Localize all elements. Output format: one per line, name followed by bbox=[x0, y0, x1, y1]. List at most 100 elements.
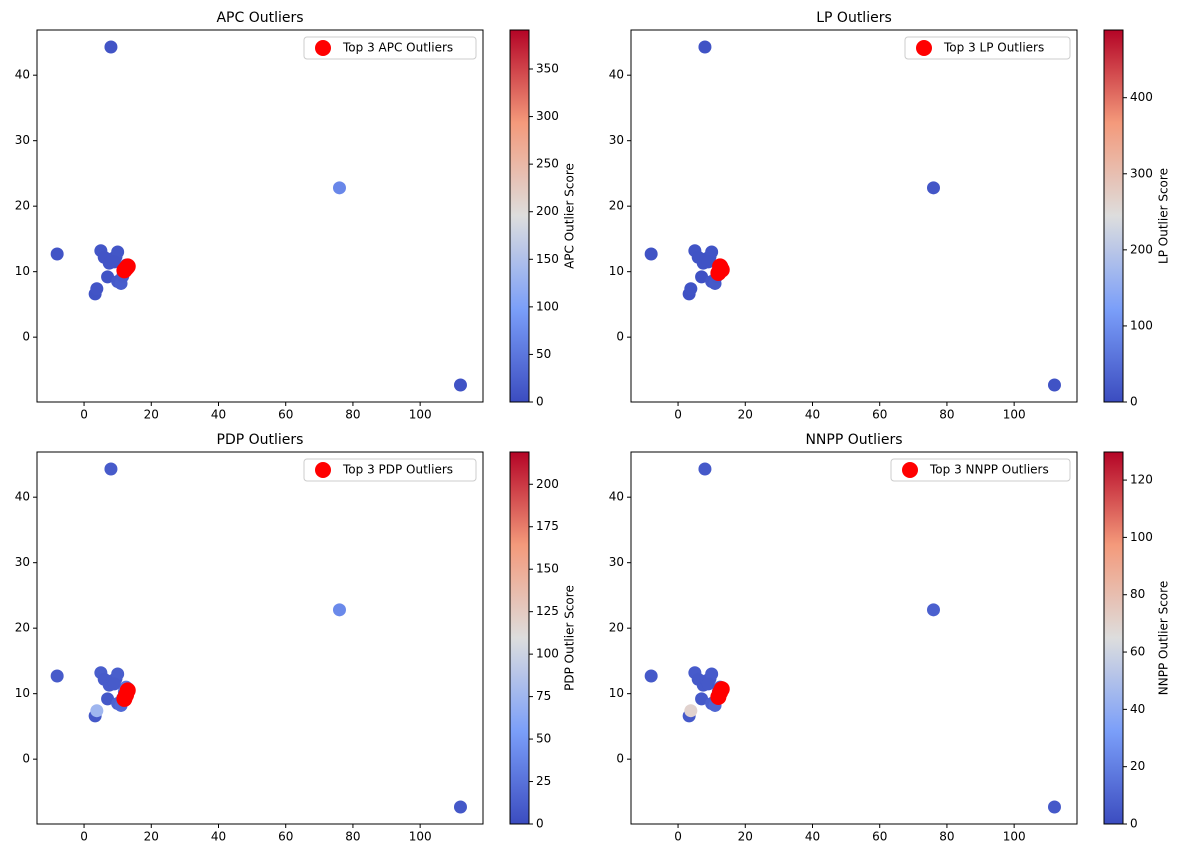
colorbar-tick-label: 100 bbox=[1130, 318, 1153, 332]
point bbox=[695, 692, 709, 706]
y-tick-label: 10 bbox=[609, 264, 624, 278]
legend-box bbox=[303, 36, 477, 60]
x-tick-label: 100 bbox=[409, 408, 432, 422]
y-tick-label: 40 bbox=[15, 68, 30, 82]
colorbar-tick-label: 0 bbox=[536, 817, 544, 831]
x-tick-label: 100 bbox=[1003, 830, 1026, 844]
colorbar-tick-label: 120 bbox=[1130, 473, 1153, 487]
x-tick-label: 40 bbox=[805, 830, 820, 844]
colorbar-tick-label: 150 bbox=[536, 252, 559, 266]
x-tick-label: 60 bbox=[872, 408, 887, 422]
point bbox=[926, 603, 940, 617]
point bbox=[701, 255, 715, 269]
x-tick-label: 60 bbox=[278, 408, 293, 422]
y-tick-label: 30 bbox=[609, 133, 624, 147]
point bbox=[111, 667, 125, 681]
point bbox=[1047, 800, 1061, 814]
colorbar-tick-label: 50 bbox=[536, 732, 551, 746]
outlier-point bbox=[712, 258, 729, 275]
point bbox=[684, 282, 698, 296]
legend-label: Top 3 NNPP Outliers bbox=[929, 463, 1049, 477]
x-tick-label: 60 bbox=[278, 830, 293, 844]
legend-marker bbox=[916, 40, 932, 56]
point bbox=[50, 247, 64, 261]
x-tick-label: 80 bbox=[939, 408, 954, 422]
colorbar bbox=[509, 29, 530, 403]
colorbar-tick-label: 200 bbox=[1130, 242, 1153, 256]
colorbar-tick-label: 0 bbox=[536, 395, 544, 409]
legend-label: Top 3 LP Outliers bbox=[943, 41, 1044, 55]
legend-marker bbox=[315, 462, 331, 478]
point bbox=[698, 40, 712, 54]
legend-label: Top 3 PDP Outliers bbox=[342, 463, 453, 477]
y-tick-label: 30 bbox=[15, 133, 30, 147]
outlier-point bbox=[712, 684, 729, 701]
point bbox=[332, 181, 346, 195]
x-tick-label: 20 bbox=[738, 830, 753, 844]
x-tick-label: 0 bbox=[80, 408, 88, 422]
point bbox=[453, 378, 467, 392]
x-tick-label: 0 bbox=[674, 830, 682, 844]
point bbox=[698, 462, 712, 476]
colorbar-tick-label: 0 bbox=[1130, 817, 1138, 831]
colorbar-tick-label: 60 bbox=[1130, 645, 1145, 659]
outlier-point bbox=[118, 686, 135, 703]
colorbar-tick-label: 20 bbox=[1130, 759, 1145, 773]
x-tick-label: 40 bbox=[211, 408, 226, 422]
x-tick-label: 20 bbox=[144, 408, 159, 422]
colorbar-label: LP Outlier Score bbox=[1157, 168, 1171, 264]
y-tick-label: 10 bbox=[609, 686, 624, 700]
legend-marker bbox=[315, 40, 331, 56]
x-tick-label: 20 bbox=[738, 408, 753, 422]
colorbar-tick-label: 40 bbox=[1130, 702, 1145, 716]
point bbox=[705, 245, 719, 259]
x-tick-label: 80 bbox=[939, 830, 954, 844]
point bbox=[107, 255, 121, 269]
colorbar-tick-label: 150 bbox=[536, 562, 559, 576]
legend-box bbox=[303, 458, 477, 482]
x-tick-label: 100 bbox=[409, 830, 432, 844]
y-tick-label: 20 bbox=[609, 621, 624, 635]
chart-title: APC Outliers bbox=[216, 10, 303, 26]
legend-box bbox=[904, 36, 1071, 60]
point bbox=[684, 704, 698, 718]
point bbox=[644, 669, 658, 683]
y-tick-label: 10 bbox=[15, 264, 30, 278]
x-tick-label: 0 bbox=[80, 830, 88, 844]
point bbox=[701, 677, 715, 691]
colorbar bbox=[1103, 29, 1124, 403]
point bbox=[644, 247, 658, 261]
y-tick-label: 20 bbox=[15, 621, 30, 635]
colorbar-tick-label: 400 bbox=[1130, 90, 1153, 104]
point bbox=[926, 181, 940, 195]
y-tick-label: 30 bbox=[609, 555, 624, 569]
colorbar bbox=[1103, 451, 1124, 825]
x-tick-label: 80 bbox=[345, 830, 360, 844]
y-tick-label: 40 bbox=[15, 490, 30, 504]
point bbox=[332, 603, 346, 617]
y-tick-label: 30 bbox=[15, 555, 30, 569]
y-tick-label: 20 bbox=[15, 199, 30, 213]
colorbar-tick-label: 125 bbox=[536, 604, 559, 618]
y-tick-label: 0 bbox=[22, 330, 30, 344]
colorbar-tick-label: 25 bbox=[536, 774, 551, 788]
y-tick-label: 0 bbox=[616, 752, 624, 766]
x-tick-label: 20 bbox=[144, 830, 159, 844]
colorbar-label: APC Outlier Score bbox=[563, 163, 577, 269]
colorbar-tick-label: 100 bbox=[536, 299, 559, 313]
colorbar-tick-label: 300 bbox=[536, 109, 559, 123]
x-tick-label: 80 bbox=[345, 408, 360, 422]
point bbox=[107, 677, 121, 691]
y-tick-label: 40 bbox=[609, 490, 624, 504]
legend-label: Top 3 APC Outliers bbox=[342, 41, 453, 55]
colorbar-tick-label: 300 bbox=[1130, 166, 1153, 180]
axes-frame bbox=[630, 451, 1078, 825]
point bbox=[111, 245, 125, 259]
colorbar-tick-label: 100 bbox=[1130, 530, 1153, 544]
colorbar-tick-label: 175 bbox=[536, 519, 559, 533]
colorbar-tick-label: 0 bbox=[1130, 395, 1138, 409]
point bbox=[453, 800, 467, 814]
outlier-point bbox=[118, 260, 135, 277]
axes-frame bbox=[36, 29, 484, 403]
